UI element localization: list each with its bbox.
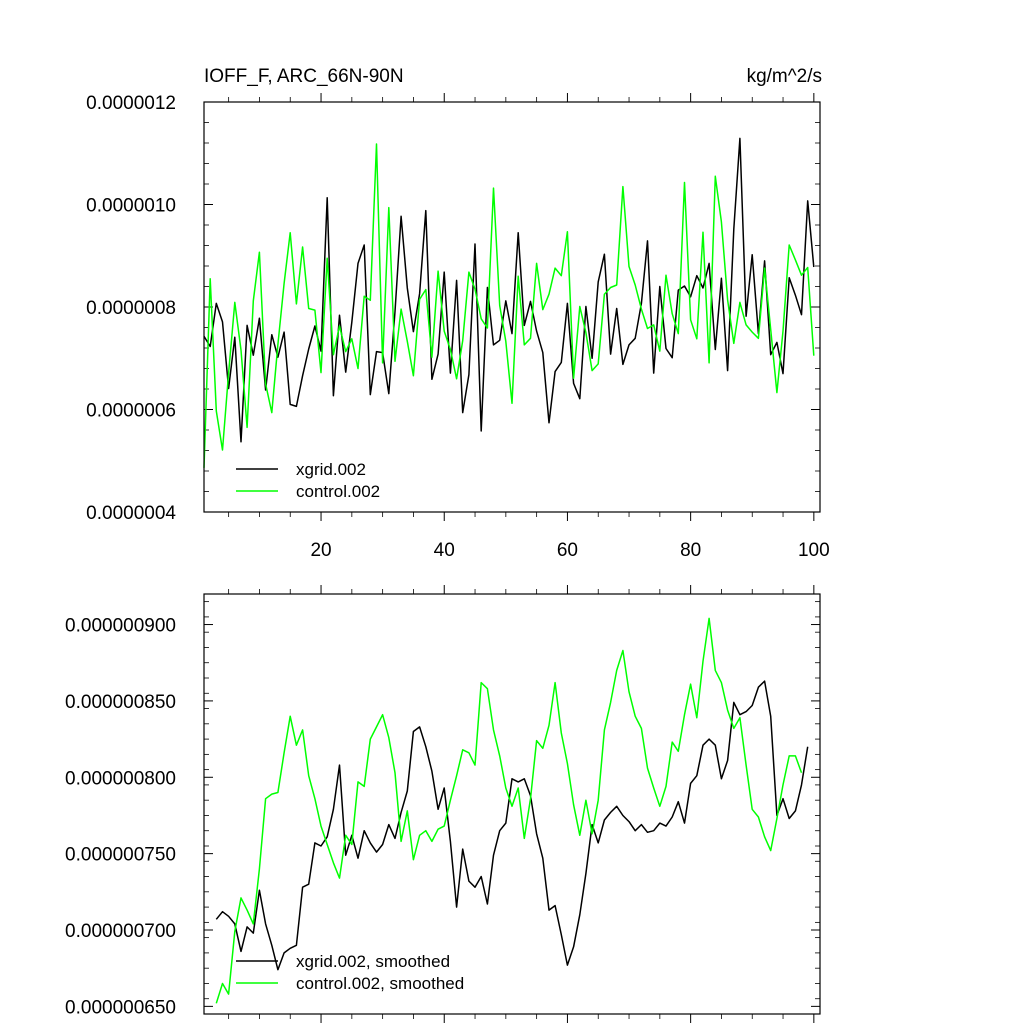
bottom-ytick-label: 0.000000700	[65, 921, 176, 942]
bottom-panel: 0.000000650 0.000000700 0.000000750 0.00000…	[65, 585, 821, 1023]
top-title-left: IOFF_F, ARC_66N-90N	[204, 66, 404, 87]
top-series-line-control-002	[203, 143, 815, 468]
top-legend-label-xgrid: xgrid.002	[296, 460, 366, 479]
top-series-line-xgrid-002	[203, 137, 815, 443]
bottom-series-line-control-002	[215, 617, 803, 1004]
top-ytick-label: 0.0000004	[86, 503, 176, 524]
top-ticks: 0.0000004 0.0000006 0.0000008 0.0000010 0.00…	[86, 93, 830, 561]
top-panel: IOFF_F, ARC_66N-90N kg/m^2/s 0.00000040.…	[86, 66, 830, 561]
bottom-ytick-label: 0.000000650	[65, 997, 176, 1018]
top-xtick-label: 80	[680, 540, 701, 561]
top-ytick-label: 0.0000012	[86, 93, 176, 114]
bottom-plot-frame	[203, 593, 821, 1015]
bottom-legend-label-xgrid: xgrid.002, smoothed	[296, 952, 450, 971]
top-xtick-label: 60	[557, 540, 578, 561]
top-xtick-label: 100	[798, 540, 830, 561]
top-legend-label-control: control.002	[296, 482, 380, 501]
bottom-legend: xgrid.002, smoothed control.002, smoothe…	[236, 952, 464, 993]
top-xtick-label: 20	[310, 540, 331, 561]
bottom-ytick-label: 0.000000800	[65, 768, 176, 789]
bottom-ticks: 0.000000650 0.000000700 0.000000750 0.00000…	[65, 585, 820, 1023]
top-legend: xgrid.002 control.002	[236, 460, 380, 501]
bottom-ytick-label: 0.000000750	[65, 845, 176, 866]
bottom-ytick-label: 0.000000900	[65, 616, 176, 637]
top-title-right: kg/m^2/s	[747, 66, 822, 87]
top-ytick-label: 0.0000010	[86, 196, 176, 217]
bottom-series-line-xgrid-002	[215, 680, 809, 971]
top-series	[203, 137, 815, 468]
bottom-legend-label-control: control.002, smoothed	[296, 974, 464, 993]
bottom-ytick-label: 0.000000850	[65, 692, 176, 713]
top-xtick-label: 40	[434, 540, 455, 561]
top-ytick-label: 0.0000008	[86, 298, 176, 319]
top-plot-frame	[203, 101, 821, 513]
top-ytick-label: 0.0000006	[86, 401, 176, 422]
bottom-series	[215, 617, 809, 1004]
